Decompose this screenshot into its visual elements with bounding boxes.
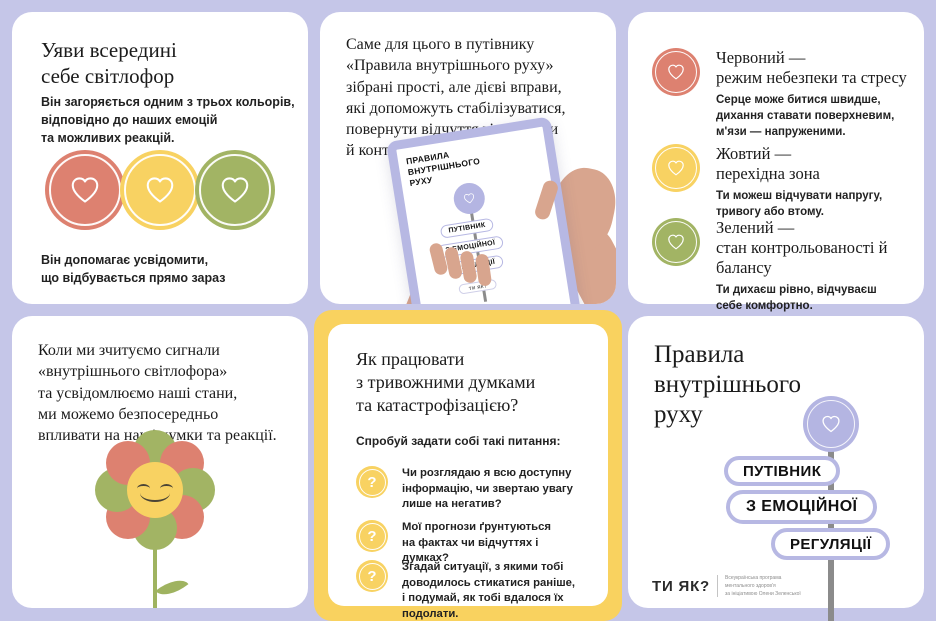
card-questions-inner: Як працювати з тривожними думками та кат… (328, 324, 608, 620)
card-traffic-light: Уяви всередині себе світлофор Він загоря… (12, 12, 308, 304)
green-heart-circle-icon (652, 218, 700, 266)
question-text: Чи розглядаю я всю доступну інформацію, … (402, 467, 573, 511)
red-heart-circle-icon (45, 150, 125, 230)
card5-title: Як працювати з тривожними думками та кат… (356, 349, 536, 416)
zone-title: Жовтий — перехідна зона (716, 144, 820, 184)
card6-title: Правила внутрішнього руху (654, 341, 802, 428)
green-heart-circle-icon (195, 150, 275, 230)
traffic-light-circles (45, 150, 275, 230)
flower-illustration (95, 430, 215, 608)
signpost-heart-icon (803, 396, 859, 452)
card-signals: Коли ми зчитуємо сигнали «внутрішнього с… (12, 316, 308, 608)
zone-body: Ти дихаєш рівно, відчуваєш себе комфортн… (716, 284, 877, 313)
zone-row-yellow: Жовтий — перехідна зона Ти можеш відчува… (652, 144, 910, 221)
zone-title: Зелений — стан контрольованості й баланс… (716, 218, 888, 278)
signpost-pill-1: ПУТІВНИК (724, 456, 841, 486)
question-text: Мої прогнози ґрунтуються на фактах чи ві… (402, 521, 551, 565)
question-glyph: ? (367, 567, 377, 585)
question-item: ? Чи розглядаю я всю доступну інформацію… (356, 466, 588, 513)
card-zones: Червоний — режим небезпеки та стресу Сер… (628, 12, 924, 312)
question-mark-icon: ? (356, 466, 388, 498)
flower-eye (137, 484, 150, 493)
card1-body: Він загоряється одним з трьох кольорів, … (41, 95, 295, 145)
question-glyph: ? (367, 473, 377, 491)
red-heart-circle-icon (652, 48, 700, 96)
card1-footer: Він допомагає усвідомити, що відбуваєтьс… (41, 253, 226, 285)
zone-body: Ти можеш відчувати напругу, тривогу або … (716, 190, 883, 219)
yellow-heart-circle-icon (652, 144, 700, 192)
flower-stem (153, 518, 157, 608)
brand-logo: ТИ ЯК? Всеукраїнська програма ментальног… (652, 574, 801, 598)
card4-text: Коли ми зчитуємо сигнали «внутрішнього с… (38, 342, 277, 445)
question-text: Згадай ситуації, з якими тобі доводилось… (402, 561, 576, 620)
zone-body: Серце може битися швидше, дихання стават… (716, 94, 895, 138)
card-questions: Як працювати з тривожними думками та кат… (314, 310, 622, 621)
signpost-pill-3: РЕГУЛЯЦІЇ (771, 528, 891, 560)
flower-leaf (155, 572, 189, 603)
zone-row-green: Зелений — стан контрольованості й баланс… (652, 218, 910, 315)
zone-row-red: Червоний — режим небезпеки та стресу Сер… (652, 48, 910, 141)
question-item: ? Мої прогнози ґрунтуються на фактах чи … (356, 520, 588, 567)
flower-eye (160, 484, 173, 493)
booklet-pill-1: ПУТІВНИК (439, 217, 495, 239)
flower-smile (140, 484, 170, 502)
flower-face (127, 462, 183, 518)
question-glyph: ? (367, 527, 377, 545)
question-mark-icon: ? (356, 560, 388, 592)
yellow-heart-circle-icon (120, 150, 200, 230)
brand-divider (717, 575, 719, 597)
card5-subtitle: Спробуй задати собі такі питання: (356, 434, 561, 448)
question-item: ? Згадай ситуації, з якими тобі доводило… (356, 560, 588, 621)
booklet-heart-icon (451, 180, 488, 217)
signpost-pill-2: З ЕМОЦІЙНОЇ (726, 490, 878, 524)
card-guide-intro: Саме для цього в путівнику «Правила внут… (320, 12, 616, 304)
card1-title: Уяви всередині себе світлофор (41, 38, 177, 88)
brand-tagline: Всеукраїнська програма ментального здоро… (725, 575, 801, 597)
brand-logo-text: ТИ ЯК? (652, 577, 711, 595)
zone-title: Червоний — режим небезпеки та стресу (716, 48, 907, 88)
card-cover: Правила внутрішнього руху ПУТІВНИК З ЕМО… (628, 316, 924, 621)
question-mark-icon: ? (356, 520, 388, 552)
